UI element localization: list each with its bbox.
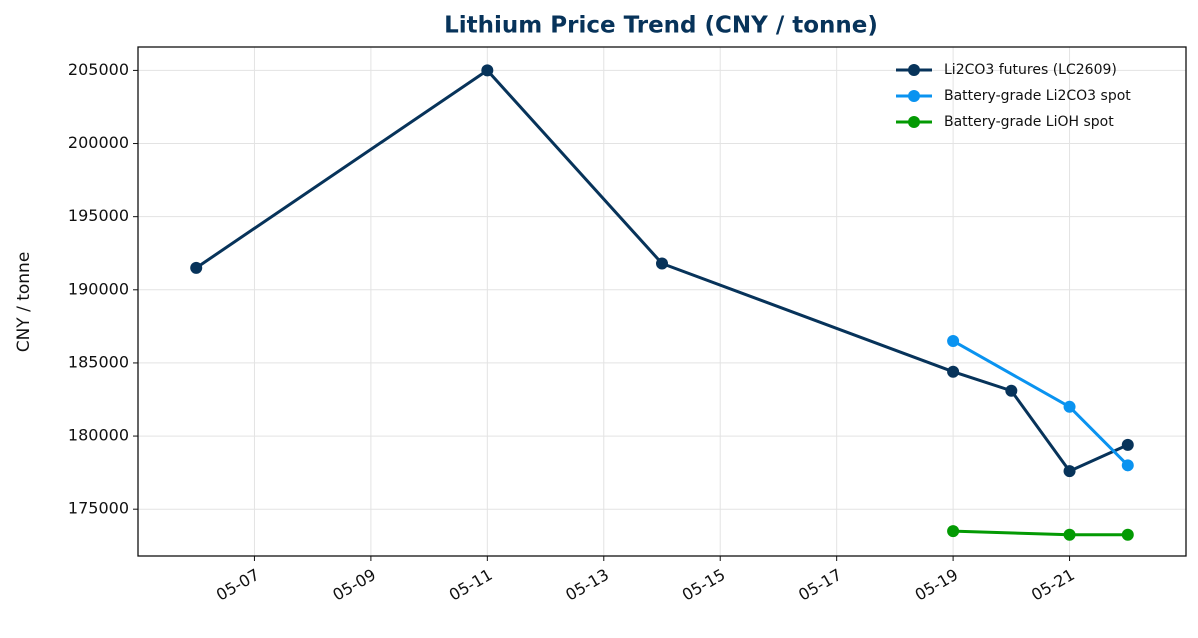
point bbox=[947, 365, 960, 378]
point bbox=[656, 257, 668, 270]
point bbox=[947, 525, 960, 538]
x-tick-label: 05-17 bbox=[795, 565, 845, 605]
chart-title: Lithium Price Trend (CNY / tonne) bbox=[444, 13, 878, 39]
y-tick-label: 180000 bbox=[68, 426, 129, 445]
x-tick-label: 05-11 bbox=[446, 565, 496, 605]
point bbox=[481, 64, 494, 77]
point bbox=[1121, 459, 1134, 472]
point bbox=[1121, 528, 1134, 541]
point bbox=[1063, 400, 1076, 413]
legend-label: Battery-grade Li2CO3 spot bbox=[944, 88, 1131, 104]
point bbox=[190, 261, 203, 274]
x-tick-label: 05-09 bbox=[329, 565, 379, 605]
legend-marker bbox=[908, 64, 920, 76]
y-tick-label: 185000 bbox=[68, 352, 129, 371]
line bbox=[952, 339, 1129, 467]
legend-label: Battery-grade LiOH spot bbox=[944, 114, 1114, 130]
x-tick-label: 05-21 bbox=[1028, 565, 1078, 605]
legend-label: Li2CO3 futures (LC2609) bbox=[944, 62, 1117, 78]
point bbox=[1063, 465, 1076, 478]
point bbox=[1063, 528, 1076, 541]
point bbox=[1121, 438, 1134, 451]
point bbox=[1005, 384, 1018, 397]
line bbox=[953, 529, 1128, 537]
x-tick-label: 05-13 bbox=[562, 565, 612, 605]
point bbox=[947, 334, 960, 347]
y-tick-label: 205000 bbox=[68, 60, 129, 79]
legend-marker bbox=[908, 116, 920, 128]
y-tick-label: 200000 bbox=[68, 133, 129, 152]
y-tick-label: 190000 bbox=[68, 279, 129, 298]
x-tick-label: 05-07 bbox=[213, 565, 263, 605]
x-tick-label: 05-15 bbox=[679, 565, 729, 605]
plot-frame bbox=[137, 46, 1187, 557]
legend-marker bbox=[908, 90, 920, 102]
y-tick-label: 175000 bbox=[68, 499, 129, 518]
line bbox=[195, 68, 1129, 474]
y-tick-label: 195000 bbox=[68, 206, 129, 225]
y-axis-label: CNY / tonne bbox=[14, 252, 34, 353]
x-tick-label: 05-19 bbox=[912, 565, 962, 605]
